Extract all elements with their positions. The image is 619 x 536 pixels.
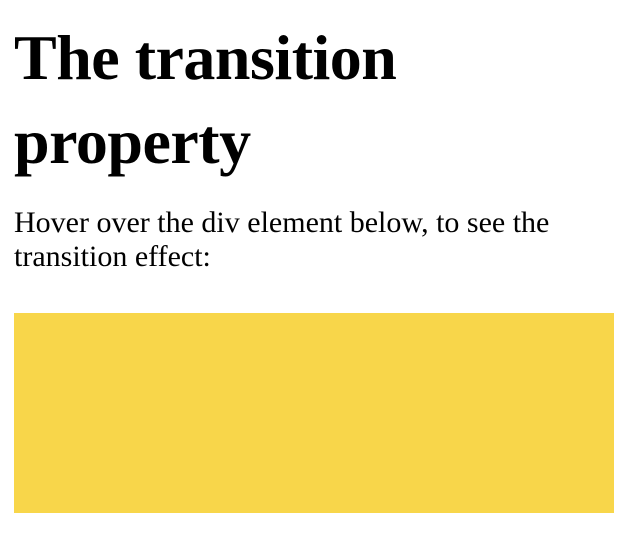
instructions-text: Hover over the div element below, to see…: [14, 206, 550, 273]
page-title: The transition property: [14, 22, 397, 177]
transition-demo-box[interactable]: [14, 313, 614, 513]
page-content: The transition property Hover over the d…: [14, 0, 614, 513]
